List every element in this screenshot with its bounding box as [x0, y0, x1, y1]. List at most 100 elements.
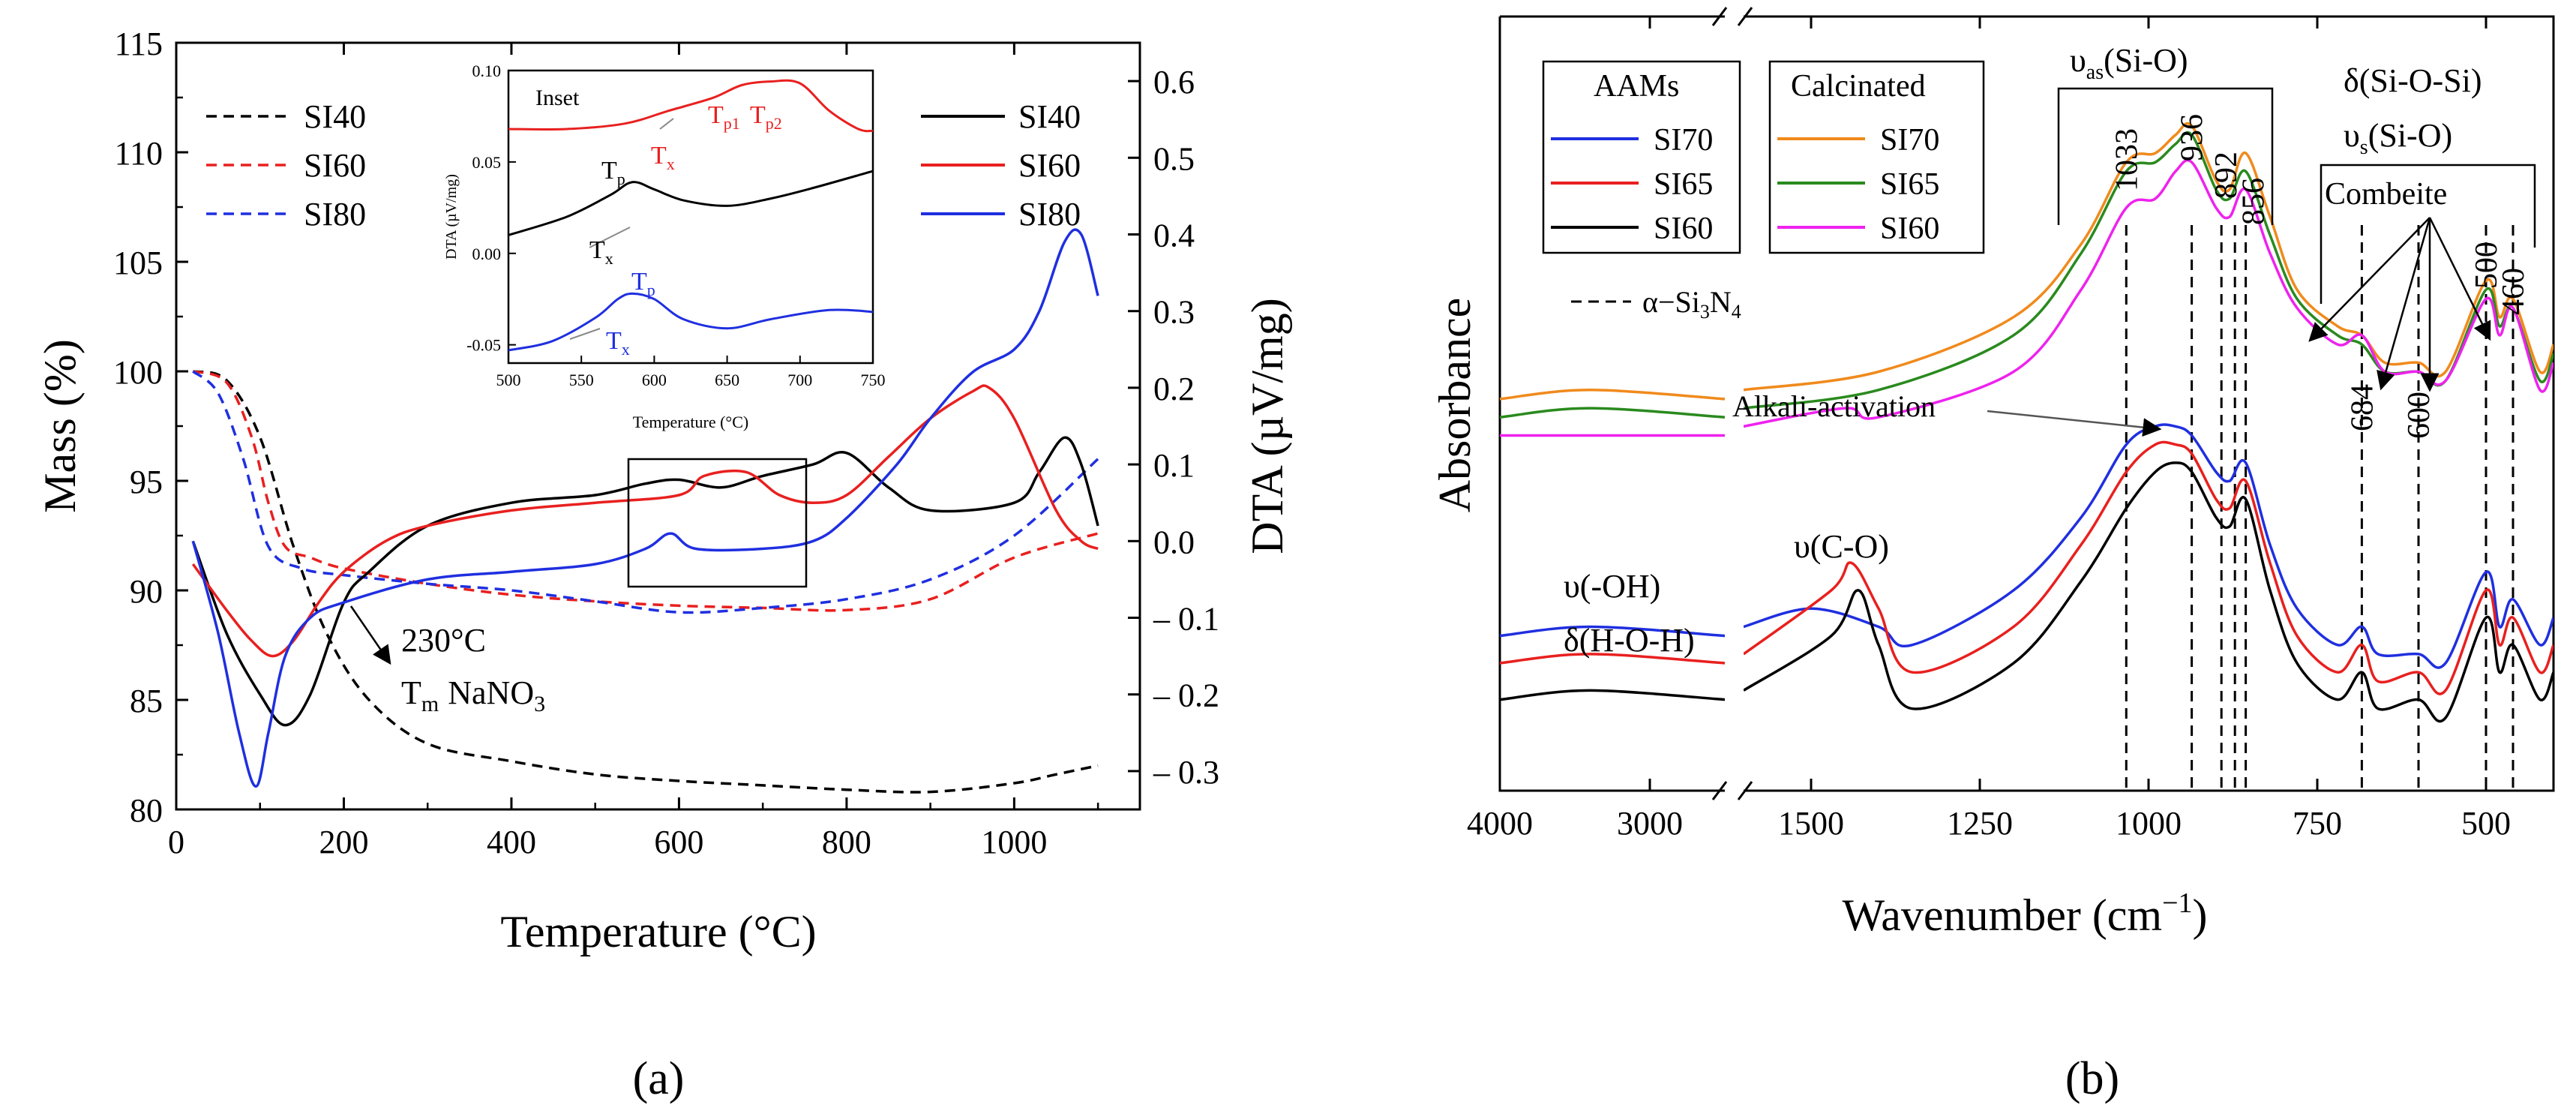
left-tick-label: 105 — [113, 245, 163, 281]
right-tick-label: 0.0 — [1153, 524, 1195, 560]
series-aams-si60-high — [1500, 689, 1725, 701]
legend-calcinated: Calcinated SI70 SI65 SI60 — [1768, 60, 1985, 254]
inset-chart: 500 550 600 650 700 750 -0.05 0.00 0.05 0.10 Inse… — [443, 62, 886, 431]
right-tick-label: – 0.1 — [1153, 601, 1219, 638]
axis-break-top — [1711, 7, 1753, 26]
x-tick-label: 0 — [168, 824, 184, 860]
series-si60-mass — [192, 370, 1099, 612]
panel-b-label: (b) — [2065, 1053, 2119, 1104]
series-aams-si70-low — [1744, 423, 2554, 669]
legend-label-calc-si70: SI70 — [1880, 123, 1939, 158]
b-x-tick-label: 1500 — [1778, 805, 1844, 842]
inset-x-label: Temperature (°C) — [633, 413, 748, 431]
panel-a-legend-right: SI40 SI60 SI80 — [921, 98, 1081, 233]
legend-calcinated-box — [1768, 60, 1985, 254]
panel-b-x-axis-title: Wavenumber (cm−1) — [1842, 887, 2207, 940]
inset-tx-blue-tangent — [569, 328, 601, 340]
series-si80-dta — [191, 228, 1099, 788]
inset-x-tick-label: 650 — [715, 371, 739, 389]
combeite-arrow-1 — [2308, 217, 2431, 342]
right-tick-label: 0.2 — [1153, 371, 1195, 407]
series-aams-si65-low — [1744, 440, 2554, 695]
co-label: υ(C-O) — [1794, 528, 1889, 565]
annotation-arrow — [349, 605, 391, 665]
inset-tx-black-tangent — [589, 227, 631, 248]
legend-aams-box — [1542, 60, 1741, 254]
si3n4-legend: α−Si3N4 — [1571, 285, 1741, 323]
series-aams-si70-high — [1500, 625, 1725, 638]
panel-a-series — [191, 228, 1099, 794]
reference-lines — [2125, 225, 2515, 791]
alkali-activation-label: Alkali-activation — [1732, 389, 1936, 423]
panel-a-label: (a) — [633, 1053, 685, 1104]
inset-x-tick-label: 500 — [496, 371, 521, 389]
legend-aams: AAMs SI70 SI65 SI60 — [1542, 60, 1741, 254]
left-tick-label: 95 — [130, 464, 163, 500]
series-calcinated-si65-low — [1744, 131, 2554, 410]
right-tick-label: 0.1 — [1153, 447, 1195, 484]
legend-label-aams-si70: SI70 — [1654, 123, 1713, 158]
inset-series-si60 — [508, 79, 873, 133]
panel-b-series-lowwave — [1744, 122, 2554, 723]
hoh-label: δ(H-O-H) — [1564, 622, 1695, 659]
inset-x-tick-label: 600 — [642, 371, 667, 389]
alkali-activation-arrow — [1987, 410, 2162, 437]
legend-label-si40-dta: SI40 — [1018, 98, 1081, 135]
inset-series — [508, 79, 873, 352]
legend-aams-title: AAMs — [1594, 69, 1679, 104]
peak-label-600: 600 — [2402, 392, 2437, 439]
inset-label-tx-black: Tx — [589, 236, 613, 268]
series-calcinated-si70-low — [1744, 122, 2554, 392]
legend-calcinated-title: Calcinated — [1791, 69, 1926, 104]
series-aams-si65-high — [1500, 653, 1725, 665]
panel-b-x-axis: 4000 3000 1500 1250 1000 750 500 — [1467, 17, 2511, 842]
annotation-230c: 230°C — [401, 622, 486, 659]
panel-a-left-axis: 80 85 90 95 100 105 110 115 — [113, 26, 188, 829]
peak-label-500: 500 — [2470, 242, 2504, 289]
peak-label-936: 936 — [2176, 114, 2210, 161]
left-tick-label: 80 — [130, 792, 163, 829]
inset-x-tick-label: 750 — [861, 371, 886, 389]
right-tick-label: 0.6 — [1153, 64, 1195, 101]
legend-label-aams-si60: SI60 — [1654, 212, 1713, 246]
panel-b: 4000 3000 1500 1250 1000 750 500 Absorbance Wa… — [1430, 7, 2555, 1104]
panel-a-x-axis-title: Temperature (°C) — [500, 907, 816, 956]
series-calcinated-si65-high — [1500, 407, 1725, 419]
b-x-tick-label: 3000 — [1617, 805, 1683, 842]
series-calcinated-si70-high — [1500, 389, 1725, 401]
left-tick-label: 115 — [115, 26, 163, 62]
inset-label-tp-black: Tp — [601, 157, 625, 188]
panel-b-series-highwave — [1500, 389, 1725, 701]
vas-bracket: υas(Si-O) — [2057, 42, 2274, 225]
series-si40-mass — [192, 370, 1099, 794]
b-x-tick-label: 1000 — [2116, 805, 2182, 842]
legend-label-aams-si65: SI65 — [1654, 167, 1713, 202]
peak-label-1033: 1033 — [2110, 128, 2144, 191]
inset-axes: 500 550 600 650 700 750 -0.05 0.00 0.05 0.10 — [466, 62, 885, 389]
x-tick-label: 400 — [487, 824, 536, 860]
series-aams-si60-low — [1744, 461, 2554, 723]
panel-a-right-axis: – 0.3 – 0.2 – 0.1 0.0 0.1 0.2 0.3 0.4 0.5 0.6 — [1128, 64, 1219, 791]
inset-label-tp1: Tp1 — [708, 101, 740, 133]
b-x-tick-label: 500 — [2461, 805, 2511, 842]
legend-label-si80-mass: SI80 — [304, 196, 366, 233]
x-tick-label: 800 — [822, 824, 871, 860]
inset-y-tick-label: 0.05 — [472, 153, 502, 172]
combeite-bracket: δ(Si-O-Si) υs(Si-O) Combeite — [2308, 62, 2536, 392]
vas-label: υas(Si-O) — [2070, 42, 2188, 84]
inset-y-tick-label: -0.05 — [466, 336, 501, 355]
series-calcinated-si60-low — [1744, 158, 2554, 428]
inset-y-tick-label: 0.00 — [472, 245, 502, 263]
right-tick-label: – 0.3 — [1153, 754, 1219, 791]
oh-label: υ(-OH) — [1564, 568, 1660, 605]
legend-label-si60-dta: SI60 — [1018, 147, 1081, 184]
peak-label-460: 460 — [2497, 268, 2531, 315]
inset-series-si80 — [508, 292, 873, 352]
right-tick-label: – 0.2 — [1153, 677, 1219, 714]
peak-label-856: 856 — [2237, 178, 2272, 225]
b-x-tick-label: 4000 — [1467, 805, 1533, 842]
legend-label-calc-si65: SI65 — [1880, 167, 1939, 202]
legend-label-si80-dta: SI80 — [1018, 196, 1081, 233]
